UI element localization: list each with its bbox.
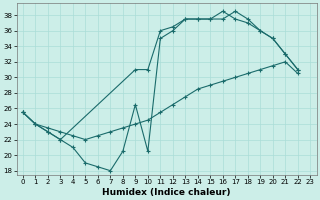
X-axis label: Humidex (Indice chaleur): Humidex (Indice chaleur): [102, 188, 231, 197]
